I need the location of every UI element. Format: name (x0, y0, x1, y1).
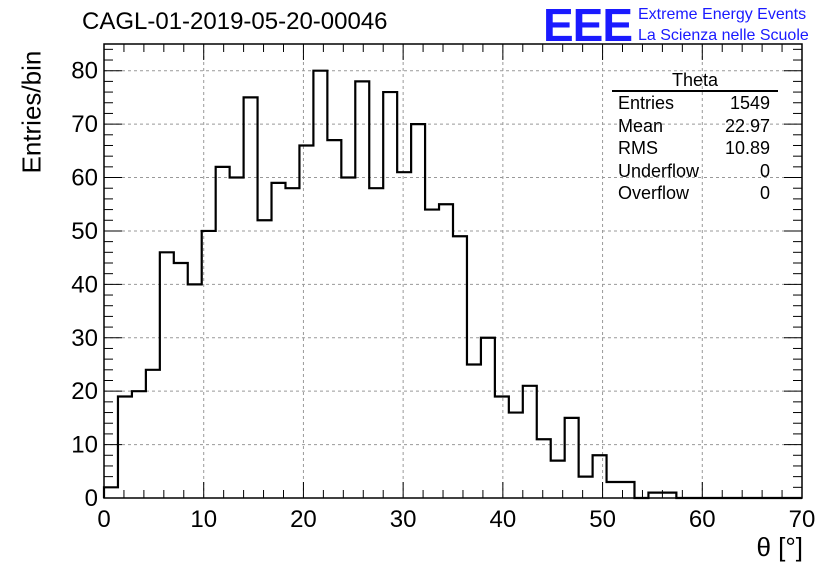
histogram-bin (341, 178, 355, 498)
histogram-bin (551, 461, 565, 498)
x-tick-label: 60 (689, 506, 716, 533)
histogram-bin (272, 183, 286, 498)
histogram-bin (146, 370, 160, 498)
stats-row-underflow: Underflow 0 (612, 160, 778, 183)
histogram-bin (397, 172, 411, 498)
y-tick-label: 40 (71, 271, 98, 298)
x-tick-label: 70 (789, 506, 816, 533)
x-tick-label: 10 (190, 506, 217, 533)
eee-logo: EEE (543, 0, 633, 51)
histogram-bin (481, 338, 495, 498)
y-tick-label: 80 (71, 58, 98, 85)
histogram-bin (160, 252, 174, 498)
histogram-bin (565, 418, 579, 498)
y-tick-label: 70 (71, 111, 98, 138)
y-tick-label: 60 (71, 165, 98, 192)
y-tick-label: 10 (71, 432, 98, 459)
histogram-bin (118, 397, 132, 498)
logo-caption-line2: La Scienza nelle Scuole (638, 27, 809, 44)
histogram-bin (509, 413, 523, 498)
histogram-bin (258, 220, 272, 498)
stats-value: 22.97 (724, 115, 770, 136)
chart-title: CAGL-01-2019-05-20-00046 (82, 8, 388, 35)
histogram-bin (593, 455, 607, 498)
histogram-outline (102, 69, 802, 500)
stats-row-overflow: Overflow 0 (612, 182, 778, 205)
stats-box: Theta Entries 1549 Mean 22.97 RMS 10.89 … (612, 70, 778, 205)
histogram-bin (104, 487, 118, 498)
histogram-bin (495, 397, 509, 498)
x-tick-label: 30 (390, 506, 417, 533)
histogram-bin (369, 188, 383, 498)
histogram-bin (523, 386, 537, 498)
histogram-bin (467, 364, 481, 498)
histogram-bin (537, 439, 551, 498)
histogram-bin (299, 145, 313, 498)
histogram-bin (174, 263, 188, 498)
stats-row-entries: Entries 1549 (612, 92, 778, 115)
stats-label: Entries (618, 93, 675, 113)
histogram-bin (327, 140, 341, 498)
logo-caption: Extreme Energy Events La Scienza nelle S… (638, 4, 809, 46)
logo-caption-line1: Extreme Energy Events (638, 6, 807, 23)
histogram-bin (244, 97, 258, 498)
y-axis-label: Entries/bin (16, 50, 47, 174)
histogram-bin (285, 188, 299, 498)
x-axis-label: θ [°] (756, 532, 803, 562)
y-tick-label: 50 (71, 218, 98, 245)
histogram-bin (313, 71, 327, 498)
stats-value: 1549 (729, 93, 770, 113)
histogram-bin (216, 167, 230, 498)
histogram-bin (132, 391, 146, 498)
histogram-bin (188, 284, 202, 498)
y-tick-label: 20 (71, 378, 98, 405)
y-tick-label: 0 (85, 485, 98, 512)
stats-row-rms: RMS 10.89 (612, 137, 778, 160)
x-tick-label: 0 (97, 506, 110, 533)
stats-label: Mean (618, 115, 664, 136)
histogram-bin (425, 210, 439, 498)
stats-box-title: Theta (612, 70, 778, 92)
histogram-bin (383, 92, 397, 498)
histogram-bin (453, 236, 467, 498)
histogram-bin (411, 124, 425, 498)
x-tick-label: 20 (290, 506, 317, 533)
histogram-bin (355, 81, 369, 498)
plot-frame (103, 43, 803, 499)
stats-value: 0 (759, 160, 770, 181)
x-tick-label: 40 (490, 506, 517, 533)
stats-value: 0 (759, 183, 770, 203)
stats-label: Overflow (618, 183, 690, 203)
y-tick-label: 30 (71, 325, 98, 352)
histogram-bin (439, 204, 453, 498)
stats-label: Underflow (618, 160, 700, 181)
stats-value: 10.89 (724, 138, 770, 158)
histogram-bin (230, 178, 244, 498)
histogram-bin (621, 482, 635, 498)
histogram-bin (202, 231, 216, 498)
stats-row-mean: Mean 22.97 (612, 115, 778, 138)
histogram-bin (579, 477, 593, 498)
stats-label: RMS (618, 138, 658, 158)
histogram-bin (607, 482, 621, 498)
x-tick-label: 50 (589, 506, 616, 533)
